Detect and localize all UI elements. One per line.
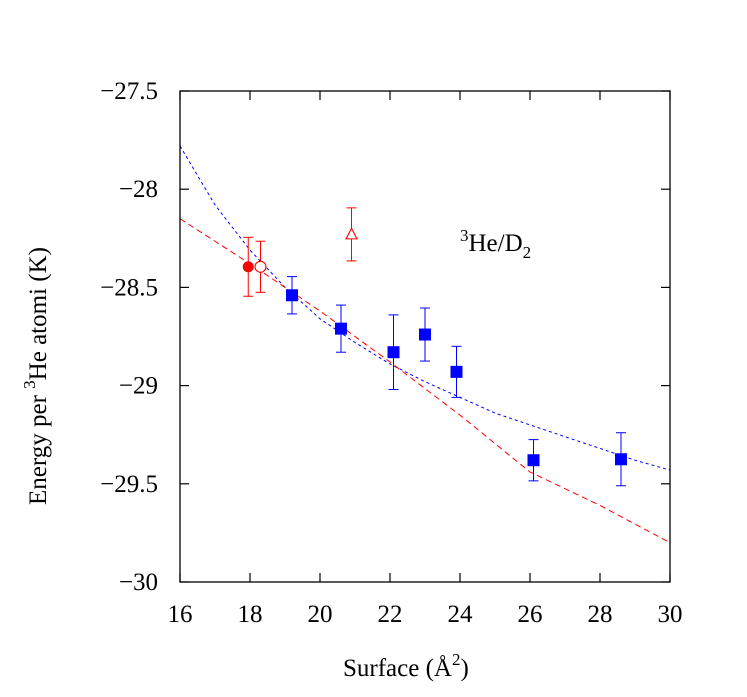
- marker-square: [387, 346, 400, 359]
- y-tick-label-3: −29: [119, 373, 158, 400]
- data-point-4: [450, 345, 463, 398]
- x-axis-label-sup: 2: [452, 650, 461, 669]
- y-tick-label-5: −30: [119, 569, 158, 596]
- marker-filled-circle: [242, 261, 254, 273]
- data-points: [242, 207, 627, 487]
- marker-square: [335, 322, 347, 335]
- marker-square: [527, 454, 540, 467]
- x-tick-label-7: 30: [658, 601, 683, 628]
- annotation-main: He/D: [469, 230, 523, 257]
- annotation-sub: 2: [523, 243, 532, 262]
- y-tick-label-2: −28.5: [100, 274, 158, 301]
- marker-square: [419, 328, 431, 341]
- marker-square: [286, 289, 298, 302]
- ticks: 16 18 20 22 24 26 28 30 −27.5 −28 −28.5 −29 −29.5 −30: [100, 78, 682, 628]
- x-tick-label-4: 24: [448, 601, 474, 628]
- x-tick-label-1: 18: [238, 601, 263, 628]
- marker-square: [615, 453, 627, 466]
- data-point-7: [242, 236, 254, 297]
- y-axis-label-sup: 3: [20, 380, 39, 389]
- data-point-1: [335, 304, 347, 353]
- x-axis-label: Surface (Å2): [343, 650, 469, 682]
- data-point-8: [254, 240, 267, 293]
- data-point-2: [387, 314, 400, 391]
- y-tick-label-4: −29.5: [100, 471, 158, 498]
- y-axis-label-pre: Energy per: [25, 389, 52, 505]
- y-tick-label-0: −27.5: [100, 78, 158, 105]
- marker-open-triangle: [345, 227, 358, 240]
- x-tick-label-5: 26: [518, 601, 543, 628]
- x-tick-label-0: 16: [168, 601, 193, 628]
- axes: [179, 90, 671, 583]
- data-point-6: [615, 432, 627, 487]
- y-axis-label-post: He atomi (K): [25, 247, 52, 380]
- plot-frame: [179, 90, 671, 583]
- annotation-label: 3He/D2: [460, 226, 531, 262]
- marker-square: [450, 365, 463, 378]
- x-axis-label-close: ): [460, 655, 468, 682]
- data-point-9: [345, 207, 358, 262]
- x-tick-label-2: 20: [308, 601, 333, 628]
- annotation-sup: 3: [460, 226, 469, 245]
- y-tick-label-1: −28: [119, 176, 158, 203]
- data-point-0: [286, 276, 298, 315]
- x-tick-label-6: 28: [588, 601, 613, 628]
- data-point-5: [527, 439, 540, 482]
- marker-open-circle: [254, 260, 267, 273]
- data-point-3: [419, 307, 431, 362]
- x-tick-label-3: 22: [378, 601, 403, 628]
- y-axis-label: Energy per 3He atomi (K): [20, 247, 52, 505]
- x-axis-label-text: Surface (Å: [343, 655, 452, 682]
